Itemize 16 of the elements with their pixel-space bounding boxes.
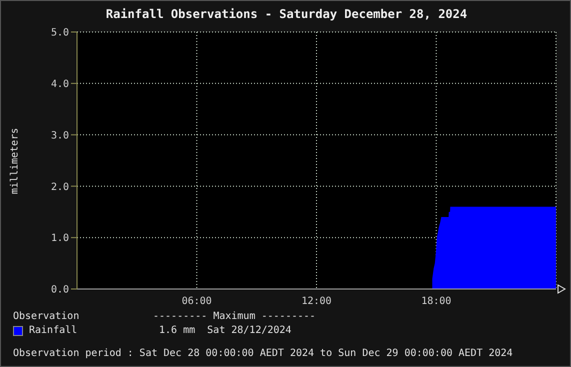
y-tick-label: 4.0 — [50, 78, 69, 90]
legend-label: Rainfall — [29, 324, 78, 338]
y-tick-label: 1.0 — [50, 233, 69, 244]
y-tick-label: 3.0 — [50, 130, 69, 142]
x-tick-label: 12:00 — [301, 296, 332, 308]
x-tick-label: 18:00 — [421, 296, 452, 308]
text: --------- Maximum --------- — [153, 310, 316, 324]
legend-title: Observation — [13, 310, 80, 324]
y-tick-label: 2.0 — [50, 182, 69, 193]
y-tick-label: 0.0 — [50, 284, 69, 296]
y-axis-title: millimeters — [10, 128, 20, 194]
text: Observation period : Sat Dec 28 00:00:00 AEDT 2024 to Sun Dec 29 00:00:00 AEDT 2024 — [13, 348, 513, 359]
text: 1.6 mm Sat 28/12/2024 — [159, 324, 292, 338]
x-tick-label: 06:00 — [182, 296, 212, 308]
chart-title: Rainfall Observations - Saturday December 28, 2024 — [104, 7, 468, 21]
y-tick-label: 5.0 — [50, 28, 69, 39]
